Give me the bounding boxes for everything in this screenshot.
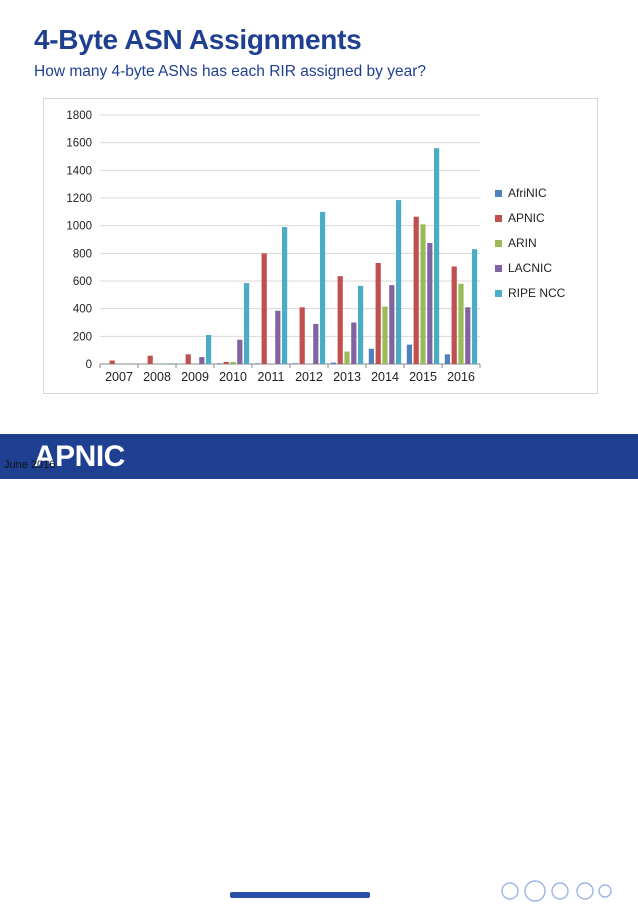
bar-lacnic-2013 [351,322,357,364]
legend-label-lacnic: LACNIC [508,261,552,275]
y-tick-label: 200 [73,331,92,343]
y-tick-label: 1400 [66,165,92,177]
bar-apnic-2015 [413,216,419,364]
bar-lacnic-2015 [427,242,433,364]
bar-ripe-ncc-2014 [396,200,402,364]
bar-ripe-ncc-2016 [472,249,478,364]
bar-arin-2015 [420,224,426,364]
footer-bar: APNIC [0,434,638,902]
y-tick-label: 1200 [66,193,92,205]
bar-afrinic-2012 [292,363,298,364]
legend-swatch-ripe-ncc [495,290,502,297]
bar-ripe-ncc-2011 [282,227,288,364]
bar-ripe-ncc-2009 [206,334,212,364]
y-tick-label: 1600 [66,138,92,150]
page-title: 4-Byte ASN Assignments [34,24,362,55]
footer-decoration-strip [230,892,370,898]
logo-text: APNIC [34,439,125,473]
bar-afrinic-2010 [216,363,222,364]
bar-apnic-2009 [185,354,191,364]
bar-arin-2016 [458,283,464,364]
bar-afrinic-2016 [444,354,450,364]
bar-apnic-2012 [299,307,305,364]
footer-date: June 2016 [4,459,56,471]
bar-apnic-2013 [337,276,343,364]
x-tick-label: 2009 [181,370,209,384]
y-tick-label: 1800 [66,110,92,122]
bar-lacnic-2010 [237,339,243,364]
legend-swatch-afrinic [495,190,502,197]
x-tick-label: 2013 [333,370,361,384]
y-tick-label: 0 [86,359,92,371]
legend-label-afrinic: AfriNIC [508,186,547,200]
bar-apnic-2016 [451,266,457,364]
legend-swatch-arin [495,240,502,247]
bar-ripe-ncc-2008 [168,363,174,364]
bar-arin-2014 [382,306,388,364]
bar-arin-2013 [344,351,350,364]
bar-ripe-ncc-2010 [244,283,250,364]
bar-ripe-ncc-2013 [358,285,364,364]
bar-afrinic-2011 [254,363,260,364]
x-tick-label: 2014 [371,370,399,384]
bar-afrinic-2014 [368,348,374,364]
bar-afrinic-2013 [330,362,336,364]
network-glyph-icon [501,880,612,902]
bar-chart: 0 200 400 600 800 1000 1200 1400 1600 1800 2007 200… [66,110,566,384]
legend-label-ripe-ncc: RIPE NCC [508,286,566,300]
legend-label-apnic: APNIC [508,211,545,225]
x-tick-label: 2007 [105,370,133,384]
bar-lacnic-2012 [313,323,319,364]
x-tick-label: 2008 [143,370,171,384]
bar-apnic-2014 [375,263,381,364]
legend-label-arin: ARIN [508,236,537,250]
bar-ripe-ncc-2015 [434,148,440,364]
x-tick-label: 2010 [219,370,247,384]
apnic-logo: APNIC [34,434,125,479]
bar-apnic-2007 [109,360,115,364]
x-tick-label: 2012 [295,370,323,384]
page-subtitle: How many 4-byte ASNs has each RIR assign… [34,63,426,80]
chart-frame: 0 200 400 600 800 1000 1200 1400 1600 1800 2007 200… [43,98,598,394]
bar-lacnic-2011 [275,310,281,364]
bar-lacnic-2014 [389,285,395,364]
x-tick-label: 2016 [447,370,475,384]
x-tick-label: 2011 [258,370,285,384]
bar-apnic-2010 [223,361,229,364]
bar-lacnic-2016 [465,307,471,364]
y-tick-label: 1000 [66,221,92,233]
y-tick-label: 400 [73,304,92,316]
y-tick-label: 600 [73,276,92,288]
bar-apnic-2008 [147,355,153,364]
legend-swatch-apnic [495,215,502,222]
y-tick-label: 800 [73,248,92,260]
legend-swatch-lacnic [495,265,502,272]
bar-apnic-2011 [261,253,267,364]
bar-afrinic-2015 [406,344,412,364]
bar-ripe-ncc-2012 [320,211,326,364]
x-tick-label: 2015 [409,370,437,384]
bar-arin-2010 [230,361,236,364]
bar-lacnic-2009 [199,357,205,364]
